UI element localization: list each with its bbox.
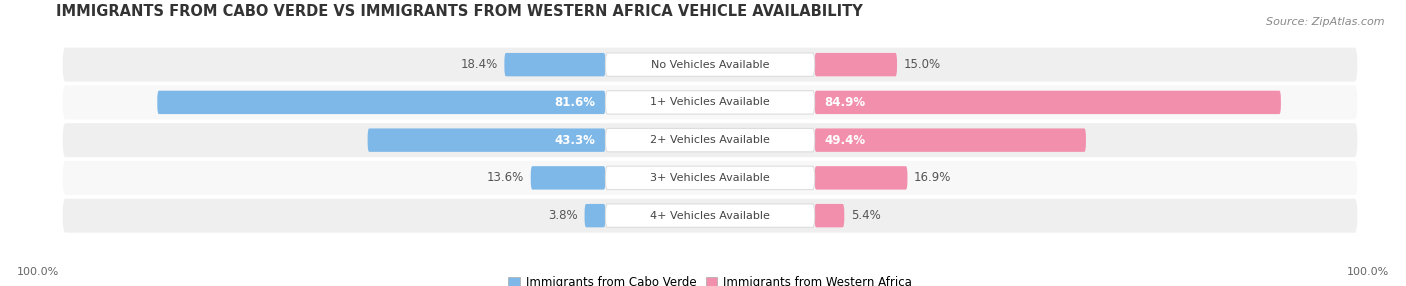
FancyBboxPatch shape xyxy=(814,128,1085,152)
Text: 18.4%: 18.4% xyxy=(461,58,498,71)
Text: No Vehicles Available: No Vehicles Available xyxy=(651,60,769,69)
FancyBboxPatch shape xyxy=(530,166,606,190)
FancyBboxPatch shape xyxy=(63,161,1357,195)
Text: IMMIGRANTS FROM CABO VERDE VS IMMIGRANTS FROM WESTERN AFRICA VEHICLE AVAILABILIT: IMMIGRANTS FROM CABO VERDE VS IMMIGRANTS… xyxy=(56,4,863,19)
Text: 84.9%: 84.9% xyxy=(824,96,866,109)
Text: 2+ Vehicles Available: 2+ Vehicles Available xyxy=(650,135,770,145)
FancyBboxPatch shape xyxy=(606,53,814,76)
FancyBboxPatch shape xyxy=(63,199,1357,233)
Text: Source: ZipAtlas.com: Source: ZipAtlas.com xyxy=(1267,17,1385,27)
FancyBboxPatch shape xyxy=(63,123,1357,157)
Text: 1+ Vehicles Available: 1+ Vehicles Available xyxy=(650,98,770,107)
FancyBboxPatch shape xyxy=(505,53,606,76)
FancyBboxPatch shape xyxy=(606,91,814,114)
Text: 13.6%: 13.6% xyxy=(486,171,524,184)
FancyBboxPatch shape xyxy=(606,166,814,190)
Text: 5.4%: 5.4% xyxy=(851,209,880,222)
FancyBboxPatch shape xyxy=(606,128,814,152)
Text: 16.9%: 16.9% xyxy=(914,171,952,184)
Text: 100.0%: 100.0% xyxy=(17,267,59,277)
Text: 81.6%: 81.6% xyxy=(554,96,596,109)
FancyBboxPatch shape xyxy=(814,53,897,76)
Text: 3.8%: 3.8% xyxy=(548,209,578,222)
Text: 15.0%: 15.0% xyxy=(904,58,941,71)
FancyBboxPatch shape xyxy=(814,204,844,227)
FancyBboxPatch shape xyxy=(606,204,814,227)
Text: 100.0%: 100.0% xyxy=(1347,267,1389,277)
Text: 43.3%: 43.3% xyxy=(555,134,596,147)
Text: 3+ Vehicles Available: 3+ Vehicles Available xyxy=(650,173,770,183)
Legend: Immigrants from Cabo Verde, Immigrants from Western Africa: Immigrants from Cabo Verde, Immigrants f… xyxy=(508,276,912,286)
FancyBboxPatch shape xyxy=(63,86,1357,119)
FancyBboxPatch shape xyxy=(63,48,1357,82)
Text: 4+ Vehicles Available: 4+ Vehicles Available xyxy=(650,211,770,221)
FancyBboxPatch shape xyxy=(157,91,606,114)
FancyBboxPatch shape xyxy=(585,204,606,227)
FancyBboxPatch shape xyxy=(367,128,606,152)
FancyBboxPatch shape xyxy=(814,91,1281,114)
FancyBboxPatch shape xyxy=(814,166,907,190)
Text: 49.4%: 49.4% xyxy=(824,134,866,147)
